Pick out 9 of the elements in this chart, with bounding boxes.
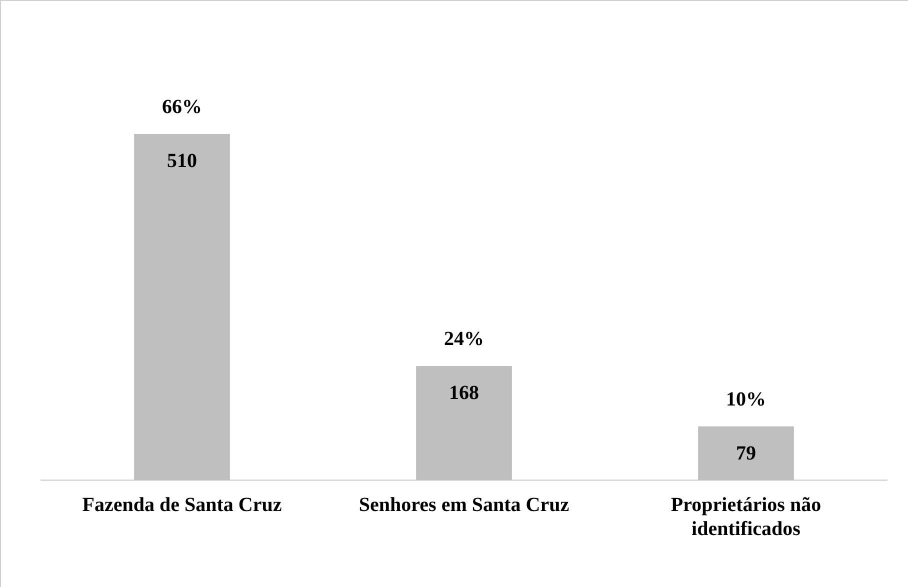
x-tick-label: Fazenda de Santa Cruz bbox=[82, 494, 282, 516]
annotation: 10% bbox=[726, 388, 766, 411]
x-tick-label: Senhores em Santa Cruz bbox=[358, 494, 570, 516]
x-tick-label: Proprietários não identificados bbox=[670, 494, 822, 540]
data-label: 79 bbox=[736, 442, 756, 465]
annotation: 66% bbox=[162, 96, 202, 118]
data-label: 168 bbox=[449, 382, 479, 404]
data-label: 510 bbox=[167, 150, 197, 172]
annotation: 24% bbox=[444, 328, 484, 350]
